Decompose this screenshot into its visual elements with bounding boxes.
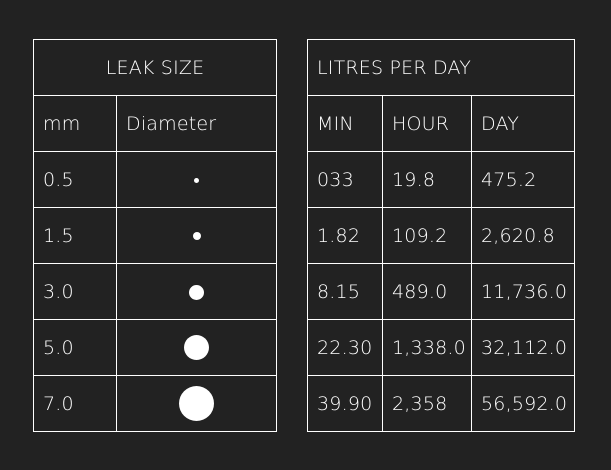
day-value: 2,620.8 [470,207,576,264]
day-value: 475.2 [470,151,576,208]
mm-value: 3.0 [33,263,117,320]
day-value: 56,592.0 [470,375,576,432]
litres-per-day-table: LITRES PER DAY MIN HOUR DAY 033 19.8 475… [306,39,576,432]
hour-value: 1,338.0 [382,319,472,376]
mm-value: 7.0 [33,375,117,432]
column-header-hour: HOUR [382,95,472,152]
mm-value: 1.5 [33,207,117,264]
leak-row: 1.5 [33,207,278,264]
hour-value: 2,358 [382,375,472,432]
leak-row: 7.0 [33,375,278,432]
leak-row: 3.0 [33,263,278,320]
diameter-dot [192,232,201,240]
diameter-dot [189,284,204,300]
leak-row: 5.0 [33,319,278,376]
min-value: 1.82 [307,207,383,264]
day-value: 32,112.0 [470,319,576,376]
min-value: 033 [307,151,383,208]
hour-value: 109.2 [382,207,472,264]
min-value: 8.15 [307,263,383,320]
column-header-min: MIN [307,95,383,152]
leak-size-title: LEAK SIZE [32,39,278,96]
litres-row: 8.15 489.0 11,736.0 [307,263,576,320]
column-header-mm: mm [33,95,117,152]
hour-value: 489.0 [382,263,472,320]
diameter-dot [179,386,214,421]
leak-row: 0.5 [33,151,278,208]
column-header-day: DAY [470,95,576,152]
hour-value: 19.8 [382,151,472,208]
litres-row: 033 19.8 475.2 [307,151,576,208]
litres-row: 22.30 1,338.0 32,112.0 [307,319,576,376]
day-value: 11,736.0 [470,263,576,320]
litres-row: 1.82 109.2 2,620.8 [307,207,576,264]
mm-value: 5.0 [33,319,117,376]
leak-size-table: LEAK SIZE mm Diameter 0.5 1.5 3.0 5.0 7.… [32,39,278,432]
litres-row: 39.90 2,358 56,592.0 [307,375,576,432]
diameter-dot [184,335,209,360]
min-value: 39.90 [307,375,383,432]
diameter-dot [194,177,199,183]
min-value: 22.30 [307,319,383,376]
litres-per-day-title: LITRES PER DAY [306,39,576,96]
column-header-diameter: Diameter [115,95,278,152]
mm-value: 0.5 [33,151,117,208]
